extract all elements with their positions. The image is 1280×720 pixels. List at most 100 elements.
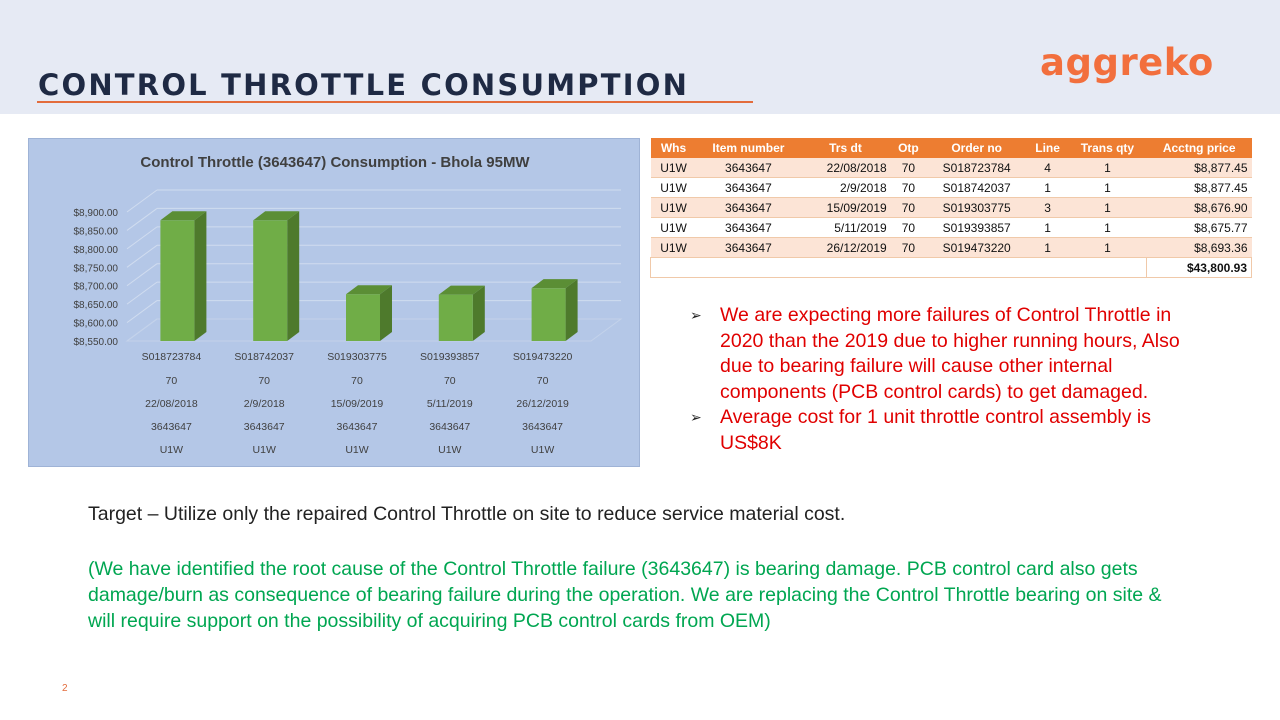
table-cell: 70	[890, 217, 927, 238]
table-cell: 1	[1067, 197, 1147, 218]
finding-item: ➢ We are expecting more failures of Contr…	[690, 303, 1190, 405]
header-band	[0, 0, 1280, 114]
table-cell: 3643647	[696, 217, 801, 238]
chart-title: Control Throttle (3643647) Consumption -…	[140, 154, 530, 171]
table-header-row: Whs Item number Trs dt Otp Order no Line Trans…	[650, 138, 1252, 158]
finding-text: Average cost for 1 unit throttle control…	[720, 406, 1152, 454]
chart-bar-side	[565, 279, 578, 341]
arrow-bullet-icon: ➢	[690, 409, 702, 425]
chart-category-label: U1W	[345, 444, 368, 456]
chart-category-label: 70	[351, 375, 363, 387]
table-cell: 1	[1027, 237, 1068, 258]
chart-bar-side	[194, 211, 207, 341]
table-cell: 3643647	[696, 177, 801, 198]
chart-category-label: 3643647	[244, 421, 285, 433]
table-cell: U1W	[650, 158, 697, 178]
table-cell: $8,877.45	[1146, 177, 1252, 198]
table-row: U1W 3643647 22/08/2018 70 S018723784 4 1 $8,877…	[650, 158, 1252, 178]
table-cell: 1	[1067, 217, 1147, 238]
table-cell: 1	[1067, 158, 1147, 178]
findings-list: ➢ We are expecting more failures of Contr…	[690, 303, 1190, 456]
chart-category-label: 70	[258, 375, 270, 387]
table-cell: 1	[1027, 177, 1068, 198]
chart-category-label: U1W	[438, 444, 461, 456]
table-header-cell: Whs	[650, 138, 697, 158]
table-cell: 3643647	[696, 197, 801, 218]
chart-category-label: 70	[537, 375, 549, 387]
table-cell: 70	[890, 177, 927, 198]
table-cell: S019303775	[926, 197, 1028, 218]
chart-bar-top	[160, 211, 207, 221]
chart-category-label: 5/11/2019	[427, 398, 473, 410]
aggreko-logo: aggreko	[1040, 41, 1214, 84]
chart-ytick-label: $8,900.00	[74, 208, 119, 219]
table-cell: U1W	[650, 237, 697, 258]
chart-category-label: 2/9/2018	[244, 398, 285, 410]
table-header-cell: Trans qty	[1067, 138, 1147, 158]
finding-item: ➢ Average cost for 1 unit throttle contro…	[690, 405, 1190, 456]
target-statement: Target – Utilize only the repaired Contr…	[88, 503, 846, 525]
table-row: U1W 3643647 5/11/2019 70 S019393857 1 1 $8,675.…	[650, 217, 1252, 238]
slide-title: CONTROL THROTTLE CONSUMPTION	[38, 68, 690, 102]
chart-svg: Control Throttle (3643647) Consumption -…	[74, 154, 623, 456]
chart-bar-top	[253, 211, 300, 221]
consumption-table: Whs Item number Trs dt Otp Order no Line Trans…	[649, 138, 1252, 278]
table-cell: 70	[890, 197, 927, 218]
chart-category-label: U1W	[253, 444, 276, 456]
chart-category-label: S018723784	[142, 351, 202, 363]
table-header-cell: Otp	[890, 138, 927, 158]
table-cell: $8,676.90	[1146, 197, 1252, 218]
table-row: U1W 3643647 26/12/2019 70 S019473220 1 1 $8,693…	[650, 237, 1252, 258]
title-underline	[37, 101, 753, 103]
table-cell: 70	[890, 158, 927, 178]
chart-floor	[125, 318, 623, 342]
chart-gridline-side	[126, 244, 158, 268]
table-cell: S018723784	[926, 158, 1028, 178]
chart-category-label: U1W	[531, 444, 554, 456]
chart-gridline-side	[126, 208, 158, 231]
table-cell: 4	[1027, 158, 1068, 178]
chart-category-label: 3643647	[522, 421, 563, 433]
chart-bar-side	[472, 285, 485, 341]
finding-text: We are expecting more failures of Contro…	[720, 304, 1180, 403]
chart-category-label: S019303775	[327, 351, 387, 363]
table-cell: 3643647	[696, 237, 801, 258]
table-header-cell: Line	[1027, 138, 1068, 158]
table-cell: 1	[1067, 177, 1147, 198]
consumption-chart: Control Throttle (3643647) Consumption -…	[28, 138, 640, 467]
table-cell: U1W	[650, 197, 697, 218]
chart-category-label: 15/09/2019	[331, 398, 384, 410]
table-cell: 3643647	[696, 158, 801, 178]
chart-bar	[531, 288, 566, 341]
table-cell: 15/09/2019	[800, 197, 891, 218]
table-row: U1W 3643647 15/09/2019 70 S019303775 3 1 $8,676…	[650, 197, 1252, 218]
chart-category-label: 3643647	[429, 421, 470, 433]
table-cell: 1	[1027, 217, 1068, 238]
chart-bar-top	[346, 285, 392, 295]
table-cell: S019473220	[926, 237, 1028, 258]
chart-ytick-label: $8,800.00	[74, 245, 119, 256]
chart-bar-top	[531, 279, 578, 289]
table-cell: 22/08/2018	[800, 158, 891, 178]
table-cell: U1W	[650, 177, 697, 198]
chart-bar	[346, 294, 380, 341]
chart-ytick-label: $8,600.00	[74, 319, 119, 330]
chart-gridline-side	[126, 281, 158, 305]
chart-ytick-label: $8,850.00	[74, 226, 119, 237]
table-header-cell: Order no	[926, 138, 1028, 158]
chart-category-label: 3643647	[151, 421, 192, 433]
chart-gridline-side	[126, 189, 158, 213]
table-total-row: $43,800.93	[649, 257, 1252, 278]
chart-gridline-side	[126, 300, 158, 323]
chart-category-label: 26/12/2019	[516, 398, 569, 410]
chart-ytick-label: $8,650.00	[74, 300, 119, 311]
page-number: 2	[62, 683, 68, 694]
chart-bar-side	[287, 211, 300, 341]
chart-category-label: 3643647	[337, 421, 378, 433]
table-cell: $8,693.36	[1146, 237, 1252, 258]
table-cell: 2/9/2018	[800, 177, 891, 198]
table-cell: $8,675.77	[1146, 217, 1252, 238]
chart-bar	[253, 220, 288, 341]
table-cell: S018742037	[926, 177, 1028, 198]
table-row: U1W 3643647 2/9/2018 70 S018742037 1 1 $8,877.4…	[650, 177, 1252, 198]
